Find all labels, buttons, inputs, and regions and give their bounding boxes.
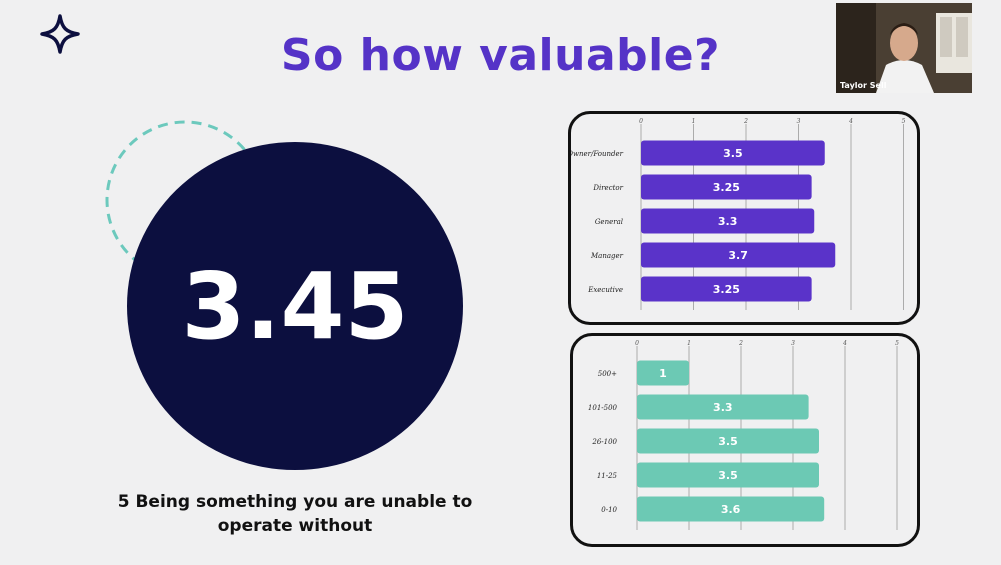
size-category-label: 500+: [598, 370, 617, 378]
average-score: 3.45: [181, 252, 409, 360]
size-category-label: 101-500: [588, 404, 618, 412]
size-category-label: 11-25: [597, 472, 618, 480]
size-bar-value-label: 3.6: [721, 503, 741, 516]
x-tick-label: 2: [743, 118, 748, 125]
size-category-label: 0-10: [601, 506, 617, 514]
size-bar: [637, 394, 809, 420]
x-tick-label: 0: [635, 340, 639, 347]
role-bar-value-label: 3.5: [723, 147, 743, 160]
role-category-label: Owner/Founder: [571, 150, 624, 158]
caption-line-2: operate without: [217, 516, 373, 536]
size-bar-value-label: 1: [659, 367, 667, 380]
participant-video-tile[interactable]: Taylor Sell: [836, 3, 972, 93]
x-tick-label: 1: [692, 118, 696, 125]
size-bar: [637, 428, 819, 454]
role-category-label: General: [595, 218, 623, 226]
size-bar-value-label: 3.5: [718, 469, 738, 482]
role-value-chart: 0 1 2 3 4 5 Owner/Founder 3.5 Director 3.25 Genera…: [568, 111, 920, 325]
role-category-label: Manager: [590, 252, 624, 260]
role-bar: [641, 276, 812, 302]
size-bar: [637, 462, 819, 488]
size-bar-value-label: 3.3: [713, 401, 733, 414]
x-tick-label: 4: [848, 118, 853, 125]
role-category-label: Director: [592, 184, 623, 192]
size-category-label: 26-100: [591, 438, 617, 446]
x-tick-label: 5: [895, 340, 899, 347]
company-size-value-chart: 0 1 2 3 4 5 500+ 1 101-500 3.3 26-100 3.5 11-25 3.5 0-…: [570, 333, 920, 547]
x-tick-label: 2: [738, 340, 743, 347]
x-tick-label: 0: [639, 118, 643, 125]
x-tick-label: 1: [687, 340, 691, 347]
scale-caption: 5 Being something you are unable to oper…: [90, 490, 500, 538]
role-bar-value-label: 3.25: [713, 181, 740, 194]
slide-title: So how valuable?: [280, 30, 721, 81]
role-bar-value-label: 3.25: [713, 283, 740, 296]
logo-sparkle-icon: [40, 14, 80, 54]
role-bar: [641, 242, 836, 268]
role-bar: [641, 174, 812, 200]
size-chart-svg: 0 1 2 3 4 5 500+ 1 101-500 3.3 26-100 3.5 11-25 3.5 0-…: [588, 340, 899, 530]
caption-line-1: 5 Being something you are unable to: [117, 492, 473, 512]
participant-video-image: [836, 3, 972, 93]
role-bar-value-label: 3.7: [728, 249, 748, 262]
role-chart-svg: 0 1 2 3 4 5 Owner/Founder 3.5 Director 3.25 Genera…: [571, 118, 906, 310]
role-bar: [641, 140, 825, 166]
x-tick-label: 4: [842, 340, 847, 347]
x-tick-label: 3: [797, 118, 801, 125]
x-tick-label: 5: [902, 118, 906, 125]
role-category-label: Executive: [587, 286, 623, 294]
x-tick-label: 3: [791, 340, 795, 347]
role-bar-value-label: 3.3: [718, 215, 738, 228]
role-bar: [641, 208, 815, 234]
size-bar: [637, 496, 825, 522]
size-bar: [637, 360, 689, 386]
score-circle: [127, 142, 463, 470]
participant-name: Taylor Sell: [840, 81, 887, 90]
size-bar-value-label: 3.5: [718, 435, 738, 448]
